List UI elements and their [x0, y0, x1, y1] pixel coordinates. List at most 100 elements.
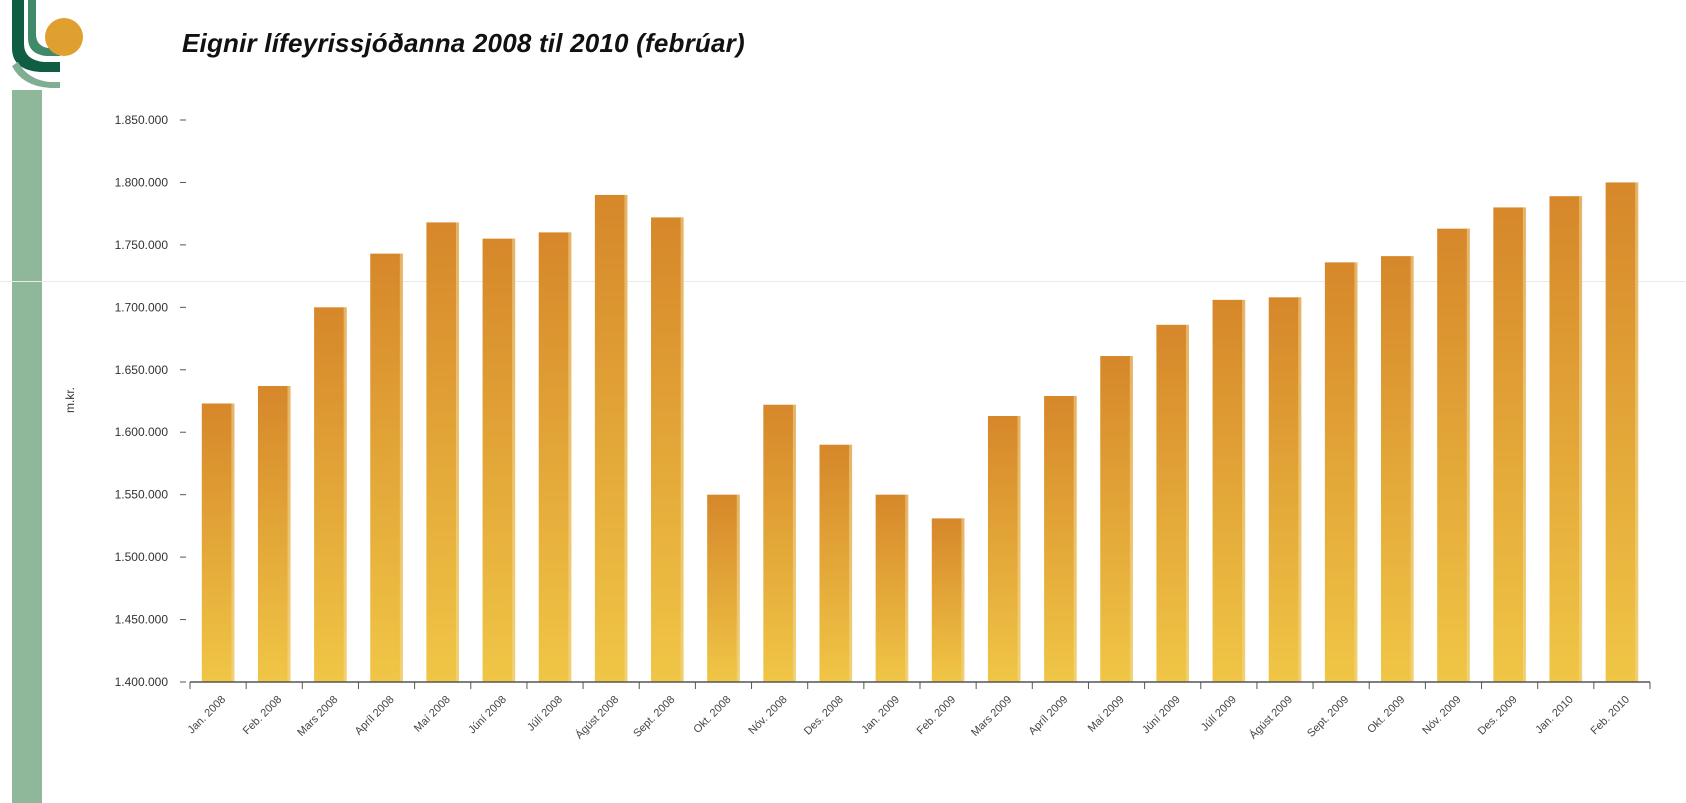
- x-tick-label: Sept. 2009: [1305, 694, 1351, 740]
- logo-arc-light: [28, 0, 60, 56]
- bar: [1437, 228, 1470, 683]
- bar: [426, 222, 459, 683]
- bar-highlight: [231, 403, 235, 682]
- bar-highlight: [1354, 262, 1358, 682]
- x-tick-label: Apríl 2008: [353, 694, 397, 738]
- bar: [1100, 356, 1133, 682]
- bars: [201, 182, 1639, 683]
- x-tick-label: Feb. 2009: [915, 694, 959, 738]
- bar: [1156, 324, 1189, 682]
- y-axis-label: m.kr.: [63, 387, 77, 413]
- bar: [370, 253, 403, 682]
- x-tick-label: Júlí 2008: [525, 694, 565, 734]
- bar-highlight: [568, 232, 572, 682]
- x-tick-label: Feb. 2008: [241, 694, 285, 738]
- bar: [1493, 207, 1526, 682]
- x-tick-label: Feb. 2010: [1589, 694, 1633, 738]
- bar: [1212, 299, 1246, 682]
- x-tick-label: Júní 2008: [466, 694, 509, 737]
- x-tick-label: Nóv. 2009: [1420, 694, 1463, 737]
- bar-highlight: [1410, 256, 1414, 682]
- bar: [1549, 196, 1583, 682]
- bar: [931, 518, 965, 682]
- bar-highlight: [680, 217, 684, 682]
- y-tick-label: 1.550.000: [115, 488, 169, 502]
- bar-highlight: [455, 222, 459, 683]
- bar-highlight: [1579, 196, 1583, 682]
- y-tick-label: 1.400.000: [115, 675, 169, 689]
- logo-sun-circle: [45, 18, 83, 56]
- x-tick-label: Júní 2009: [1140, 694, 1183, 737]
- logo-arc-outer: [12, 62, 60, 88]
- x-tick-label: Maí 2009: [1086, 694, 1127, 735]
- bar: [763, 404, 796, 682]
- x-tick-label: Jan. 2008: [186, 694, 229, 737]
- bar-highlight: [512, 238, 516, 682]
- bar: [1324, 262, 1358, 682]
- bar-highlight: [624, 194, 628, 682]
- bar-highlight: [1073, 396, 1077, 682]
- bar: [707, 494, 740, 682]
- x-tick-label: Júlí 2009: [1199, 694, 1239, 734]
- bar: [1605, 182, 1639, 682]
- bar-highlight: [1185, 324, 1189, 682]
- x-tick-label: Maí 2008: [412, 694, 453, 735]
- bar-highlight: [399, 253, 403, 682]
- x-tick-label: Sept. 2008: [631, 694, 677, 740]
- bar: [1268, 297, 1302, 682]
- bar-highlight: [287, 386, 291, 682]
- x-tick-label: Nóv. 2008: [746, 694, 789, 737]
- bar: [651, 217, 684, 682]
- x-tick-label: Ágúst 2008: [573, 693, 622, 742]
- bar-highlight: [1242, 299, 1246, 682]
- bar-highlight: [961, 518, 965, 682]
- bar-highlight: [792, 404, 796, 682]
- bar-highlight: [1522, 207, 1526, 682]
- bar: [482, 238, 516, 682]
- left-decorative-band: [12, 90, 42, 803]
- bar: [538, 232, 572, 682]
- x-tick-label: Des. 2009: [1476, 694, 1520, 738]
- x-tick-label: Jan. 2010: [1533, 694, 1576, 737]
- logo-arc-dark: [12, 0, 60, 72]
- bar: [1381, 256, 1414, 682]
- x-axis: Jan. 2008 Feb. 2008 Mars 2008 Apríl 2008 Maí…: [186, 681, 1651, 742]
- bar: [201, 403, 235, 682]
- bar-highlight: [343, 307, 347, 682]
- bar: [257, 386, 291, 682]
- x-tick-label: Apríl 2009: [1027, 694, 1071, 738]
- bar-highlight: [905, 494, 909, 682]
- organization-logo: [12, 0, 83, 88]
- x-tick-label: Okt. 2008: [691, 694, 733, 736]
- bar-highlight: [1017, 415, 1021, 682]
- y-tick-label: 1.500.000: [115, 550, 169, 564]
- y-tick-label: 1.850.000: [115, 113, 169, 127]
- y-tick-label: 1.650.000: [115, 363, 169, 377]
- y-axis: 1.400.000 1.450.000 1.500.000 1.550.000 1.60…: [115, 113, 186, 689]
- x-tick-label: Mars 2009: [969, 694, 1014, 739]
- bar: [987, 415, 1021, 682]
- bar-highlight: [1466, 228, 1470, 683]
- x-tick-label: Mars 2008: [295, 694, 340, 739]
- y-tick-label: 1.800.000: [115, 175, 169, 189]
- x-tick-label: Okt. 2009: [1365, 694, 1407, 736]
- y-tick-label: 1.450.000: [115, 613, 169, 627]
- slide-guide-line: [0, 281, 1686, 282]
- bar: [819, 444, 853, 682]
- x-tick-label: Des. 2008: [802, 694, 846, 738]
- bar-highlight: [736, 494, 740, 682]
- y-tick-label: 1.700.000: [115, 300, 169, 314]
- bar-highlight: [1298, 297, 1302, 682]
- bar-highlight: [1635, 182, 1639, 682]
- y-tick-label: 1.750.000: [115, 238, 169, 252]
- chart-title: Eignir lífeyrissjóðanna 2008 til 2010 (f…: [182, 28, 745, 58]
- bar: [1044, 396, 1077, 682]
- bar: [875, 494, 909, 682]
- bar-highlight: [849, 444, 853, 682]
- y-tick-label: 1.600.000: [115, 425, 169, 439]
- bar: [594, 194, 628, 682]
- x-tick-label: Ágúst 2009: [1247, 693, 1296, 742]
- bar-highlight: [1129, 356, 1133, 682]
- bar: [314, 307, 347, 682]
